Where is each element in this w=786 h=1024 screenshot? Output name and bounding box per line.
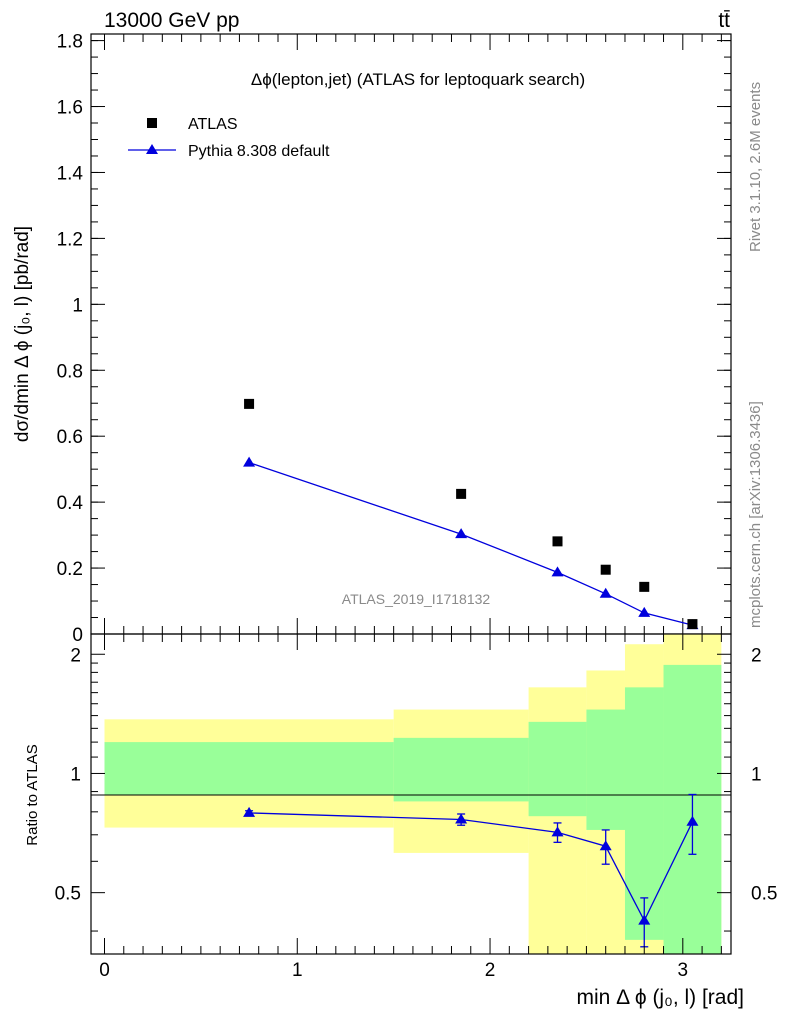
mc-point — [599, 587, 612, 598]
ratio-y-tick-label-right: 2 — [751, 645, 762, 666]
main-y-tick-label: 1.6 — [57, 98, 83, 119]
ratio-y-tick-label-left: 2 — [70, 645, 81, 666]
data-point — [687, 619, 698, 630]
ratio-y-tick-label-right: 0.5 — [751, 884, 777, 905]
ratio-y-tick-label-left: 1 — [70, 764, 81, 785]
mcplots-label: mcplots.cern.ch [arXiv:1306.3436] — [747, 401, 764, 628]
data-point — [600, 564, 611, 575]
ratio-band-inner — [393, 737, 529, 802]
x-axis-label: min Δ ϕ (j₀, l) [rad] — [576, 986, 744, 1009]
legend-data-label: ATLAS — [188, 116, 238, 133]
x-tick-label: 0 — [99, 960, 110, 981]
ratio-y-axis: 0.5 0.5 1 1 2 2 — [55, 645, 777, 932]
main-y-tick-label: 0.8 — [57, 361, 83, 382]
main-y-axis: 0 0.2 0.4 0.6 0.8 1 1.2 1.4 1.6 1.8 — [57, 32, 731, 646]
ratio-uncertainty-bands — [104, 634, 722, 954]
ratio-plot-marks — [243, 793, 699, 948]
x-tick-label: 2 — [485, 960, 496, 981]
ratio-mc-point — [638, 914, 651, 925]
data-point — [639, 581, 650, 592]
main-y-tick-label: 1 — [72, 295, 83, 316]
ratio-mc-point — [686, 815, 699, 826]
main-plot-frame — [90, 33, 732, 635]
ratio-y-axis-label: Ratio to ATLAS — [24, 744, 41, 845]
rivet-version-label: Rivet 3.1.10, 2.6M events — [747, 82, 764, 252]
legend-mc-marker — [146, 144, 158, 154]
main-y-tick-label: 1.2 — [57, 229, 83, 250]
ratio-plot-panel: 0.5 0.5 1 1 2 2 0 1 2 3 Ratio to ATLAS min Δ ϕ (… — [24, 633, 777, 1009]
main-y-axis-label: dσ/dmin Δ ϕ (j₀, l) [pb/rad] — [12, 226, 33, 442]
legend-mc-label: Pythia 8.308 default — [188, 143, 330, 160]
main-y-tick-label: 0.6 — [57, 427, 83, 448]
ratio-mc-point — [455, 813, 468, 824]
mc-point — [638, 606, 651, 617]
ratio-y-tick-label-right: 1 — [751, 764, 762, 785]
data-point — [456, 488, 467, 499]
x-tick-label: 3 — [678, 960, 689, 981]
main-y-tick-label: 1.4 — [57, 163, 84, 184]
main-plot-panel: Δϕ(lepton,jet) (ATLAS for leptoquark sea… — [12, 32, 732, 646]
energy-label: 13000 GeV pp — [104, 9, 239, 32]
mc-point — [551, 566, 564, 577]
ratio-band-inner — [586, 709, 625, 830]
analysis-id-label: ATLAS_2019_I1718132 — [342, 591, 491, 607]
mc-point — [243, 456, 256, 467]
main-y-tick-label: 0 — [72, 625, 83, 646]
data-point — [552, 536, 563, 547]
mc-line — [248, 461, 693, 626]
ratio-band-inner — [104, 742, 394, 796]
ratio-y-tick-label-left: 0.5 — [55, 884, 81, 905]
main-x-axis-ticks — [103, 34, 722, 634]
main-y-tick-label: 0.4 — [57, 493, 84, 514]
legend-data-marker — [147, 118, 157, 128]
main-plot-title: Δϕ(lepton,jet) (ATLAS for leptoquark sea… — [251, 70, 585, 89]
ratio-mc-line — [249, 812, 694, 923]
main-plot-marks — [243, 398, 699, 630]
ratio-mc-point — [243, 806, 256, 817]
ratio-band-inner — [528, 721, 587, 817]
ratio-plot-frame — [90, 633, 732, 955]
main-y-tick-label: 0.2 — [57, 559, 83, 580]
process-label: tt̄ — [718, 9, 730, 32]
main-y-tick-label: 1.8 — [57, 32, 83, 53]
mc-point — [455, 528, 468, 539]
ratio-x-axis: 0 1 2 3 — [99, 634, 722, 981]
ratio-mc-point — [551, 826, 564, 837]
ratio-mc-point — [599, 840, 612, 851]
x-tick-label: 1 — [292, 960, 303, 981]
legend: ATLAS Pythia 8.308 default — [128, 116, 330, 160]
data-point — [244, 398, 255, 409]
